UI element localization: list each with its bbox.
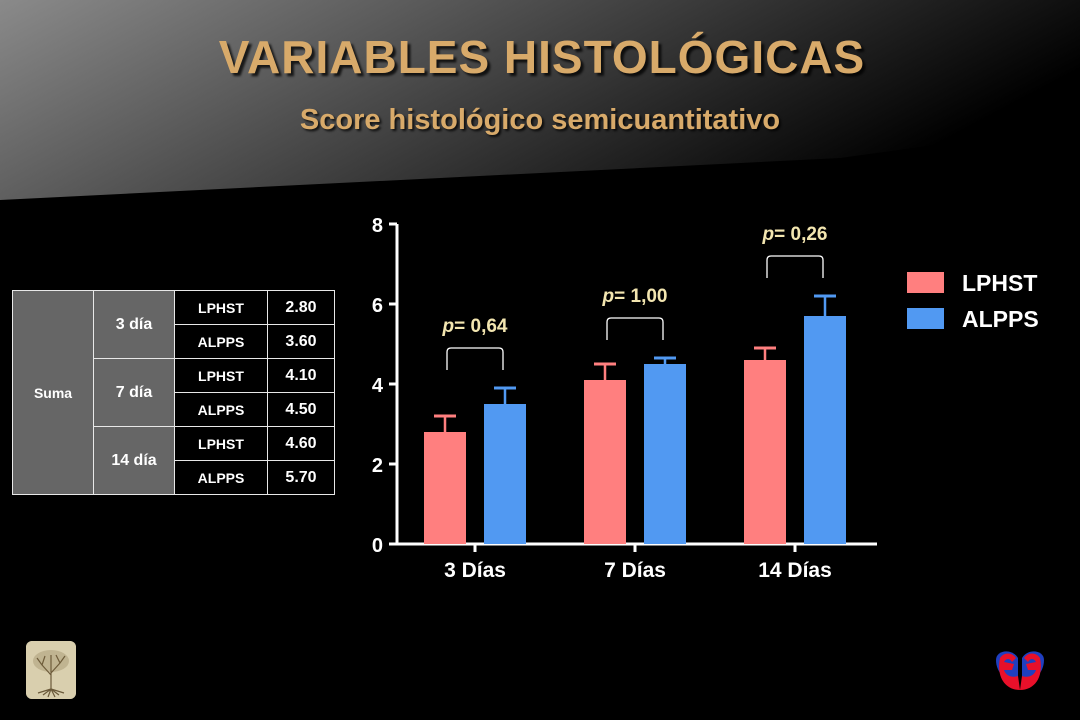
day-cell: 3 día bbox=[93, 290, 175, 359]
bar-lphst bbox=[744, 360, 786, 544]
y-tick-label: 6 bbox=[372, 295, 383, 317]
legend-swatch-alpps bbox=[907, 308, 944, 329]
value-cell: 3.60 bbox=[267, 324, 335, 359]
p-value-annotation: p= 0,64 bbox=[442, 316, 508, 337]
legend-label-alpps: ALPPS bbox=[962, 306, 1039, 332]
row-header-suma: Suma bbox=[12, 290, 94, 495]
value-cell: 4.50 bbox=[267, 392, 335, 427]
bar-chart: 0 2 4 6 8 3 Días p= 0,64 7 Días p= 1,00 14 Días p=… bbox=[372, 215, 877, 582]
day-cell: 7 día bbox=[93, 358, 175, 427]
value-cell: 4.60 bbox=[267, 426, 335, 461]
group-cell: ALPPS bbox=[174, 392, 268, 427]
bar-lphst bbox=[584, 380, 626, 544]
legend-swatch-lphst bbox=[907, 272, 944, 293]
significance-bracket bbox=[446, 347, 504, 370]
bar-alpps bbox=[644, 364, 686, 544]
page-subtitle: Score histológico semicuantitativo bbox=[299, 104, 781, 136]
page-title: VARIABLES HISTOLÓGICAS bbox=[218, 31, 866, 83]
significance-bracket bbox=[606, 317, 664, 340]
x-tick-label: 7 Días bbox=[604, 559, 666, 582]
bar-alpps bbox=[484, 404, 526, 544]
table-row: 14 día LPHST 4.60 bbox=[13, 426, 335, 495]
group-cell: ALPPS bbox=[174, 460, 268, 495]
value-cell: 4.10 bbox=[267, 358, 335, 393]
p-value-annotation: p= 1,00 bbox=[602, 286, 668, 307]
day-cell: 14 día bbox=[93, 426, 175, 495]
value-cell: 5.70 bbox=[267, 460, 335, 495]
bar-alpps bbox=[804, 316, 846, 544]
significance-bracket bbox=[766, 255, 824, 278]
table-row: ALPPS 3.60 bbox=[13, 324, 335, 359]
y-tick-label: 0 bbox=[372, 535, 383, 557]
group-cell: ALPPS bbox=[174, 324, 268, 359]
bar-lphst bbox=[424, 432, 466, 544]
y-tick-label: 8 bbox=[372, 215, 383, 237]
x-tick-label: 14 Días bbox=[758, 559, 832, 582]
table-row: Suma 3 día LPHST 2.80 bbox=[12, 290, 335, 495]
group-cell: LPHST bbox=[174, 290, 268, 325]
value-cell: 2.80 bbox=[267, 290, 335, 325]
group-cell: LPHST bbox=[174, 426, 268, 461]
table-row: 7 día LPHST 4.10 bbox=[13, 358, 335, 427]
group-cell: LPHST bbox=[174, 358, 268, 393]
x-tick-label: 3 Días bbox=[444, 559, 506, 582]
header-gradient-band bbox=[0, 0, 1080, 200]
tree-logo-icon bbox=[26, 641, 76, 699]
table-row: ALPPS 5.70 bbox=[13, 460, 335, 495]
heart-logo-icon bbox=[996, 651, 1044, 690]
p-value-annotation: p= 0,26 bbox=[762, 224, 828, 245]
legend-label-lphst: LPHST bbox=[962, 270, 1038, 296]
y-tick-label: 4 bbox=[372, 375, 384, 397]
y-tick-label: 2 bbox=[372, 455, 383, 477]
score-table: Suma 3 día LPHST 2.80 ALPPS 3.60 7 día L… bbox=[12, 290, 335, 495]
